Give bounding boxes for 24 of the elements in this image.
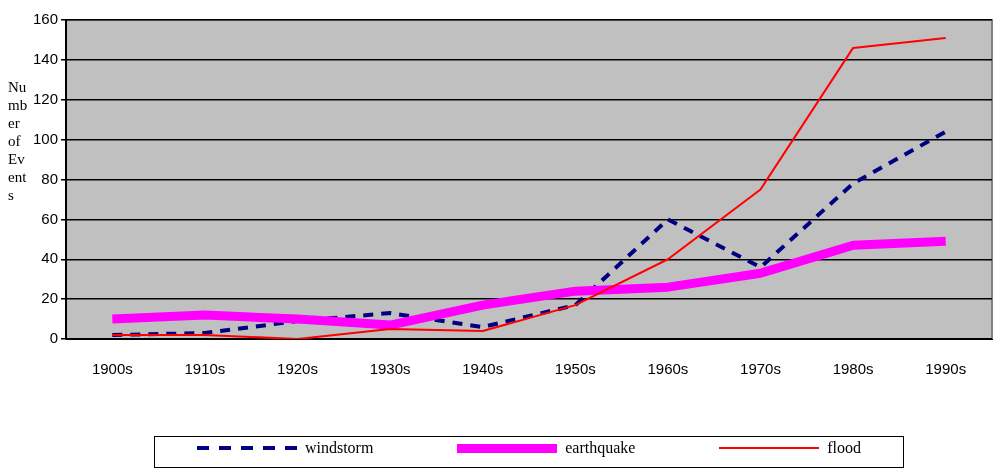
x-tick-label: 1910s [184,360,226,378]
y-tick-label: 0 [49,329,59,347]
x-tick-label: 1980s [832,360,874,378]
x-tick-label: 1940s [462,360,504,378]
y-tick-label: 100 [33,129,59,147]
legend-label: flood [827,439,862,457]
y-tick-label: 20 [41,289,59,307]
x-tick-label: 1930s [369,360,411,378]
legend-label: earthquake [565,439,636,457]
x-tick-label: 1950s [554,360,596,378]
y-tick-label: 80 [41,169,59,187]
y-axis-title: Number of Events [8,78,29,204]
x-tick-label: 1900s [91,360,133,378]
line-series [110,129,948,338]
y-tick-label: 40 [41,249,59,267]
x-tick-label: 1920s [277,360,318,378]
legend-label: windstorm [304,439,374,457]
x-tick-label: 1990s [925,360,967,378]
x-tick-label: 1960s [647,360,689,378]
y-tick-label: 60 [41,209,59,227]
y-tick-label: 120 [33,89,59,107]
x-tick-label: 1970s [740,360,781,378]
y-tick-label: 160 [33,10,59,28]
y-tick-label: 140 [33,50,59,68]
